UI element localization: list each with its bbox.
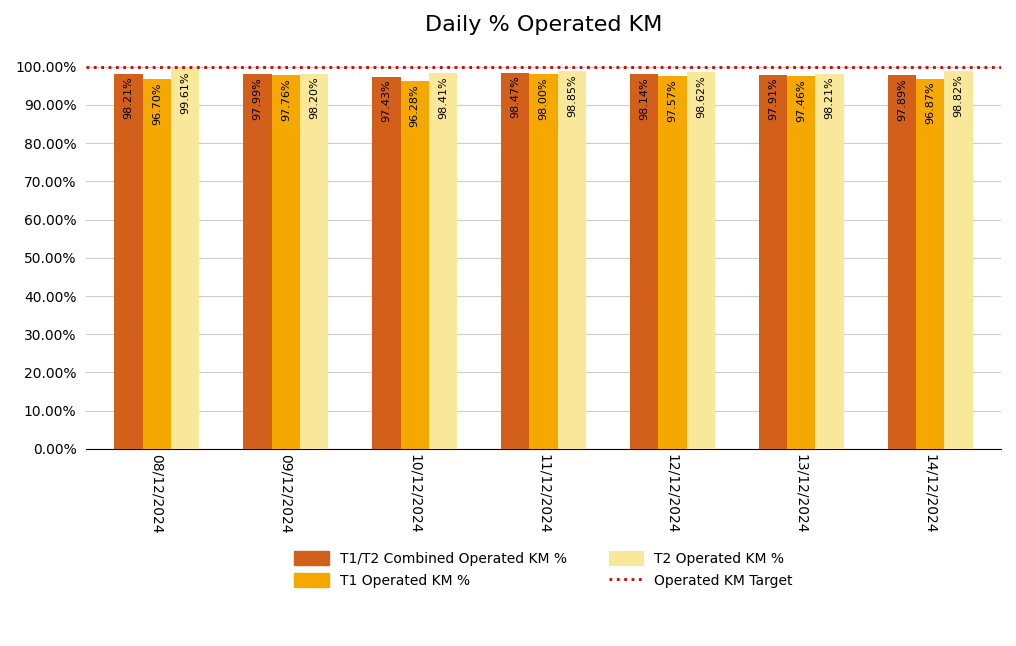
Bar: [115, 74, 143, 449]
Text: 97.91%: 97.91%: [768, 78, 778, 120]
Bar: [759, 75, 787, 449]
Bar: [787, 76, 816, 449]
Text: 98.14%: 98.14%: [639, 77, 649, 120]
Text: 98.47%: 98.47%: [510, 76, 520, 118]
Bar: [888, 75, 916, 449]
Bar: [300, 74, 328, 449]
Text: 97.99%: 97.99%: [253, 78, 262, 120]
Bar: [916, 79, 944, 449]
Bar: [400, 81, 429, 449]
Bar: [687, 72, 715, 449]
Bar: [429, 73, 457, 449]
Text: 98.85%: 98.85%: [567, 74, 577, 117]
Text: 98.20%: 98.20%: [309, 77, 319, 120]
Bar: [501, 72, 529, 449]
Bar: [944, 71, 972, 449]
Text: 98.82%: 98.82%: [953, 74, 963, 117]
Bar: [529, 74, 558, 449]
Bar: [171, 68, 199, 449]
Text: 97.43%: 97.43%: [381, 79, 391, 122]
Text: 97.46%: 97.46%: [797, 79, 807, 122]
Bar: [243, 74, 271, 449]
Text: 98.62%: 98.62%: [696, 75, 706, 118]
Bar: [816, 74, 844, 449]
Text: 98.00%: 98.00%: [538, 78, 549, 120]
Text: 98.21%: 98.21%: [124, 77, 134, 120]
Legend: T1/T2 Combined Operated KM %, T1 Operated KM %, T2 Operated KM %, Operated KM Ta: T1/T2 Combined Operated KM %, T1 Operate…: [288, 544, 800, 594]
Text: 96.28%: 96.28%: [409, 84, 420, 127]
Bar: [658, 76, 687, 449]
Bar: [271, 76, 300, 449]
Bar: [372, 77, 400, 449]
Title: Daily % Operated KM: Daily % Operated KM: [425, 15, 662, 35]
Text: 97.89%: 97.89%: [897, 78, 906, 121]
Text: 98.21%: 98.21%: [825, 77, 834, 120]
Text: 97.57%: 97.57%: [668, 79, 678, 121]
Text: 97.76%: 97.76%: [280, 78, 291, 121]
Text: 96.87%: 96.87%: [926, 82, 935, 125]
Bar: [630, 74, 658, 449]
Bar: [143, 79, 171, 449]
Text: 96.70%: 96.70%: [152, 83, 162, 125]
Text: 99.61%: 99.61%: [180, 71, 190, 114]
Text: 98.41%: 98.41%: [438, 76, 448, 118]
Bar: [558, 71, 586, 449]
